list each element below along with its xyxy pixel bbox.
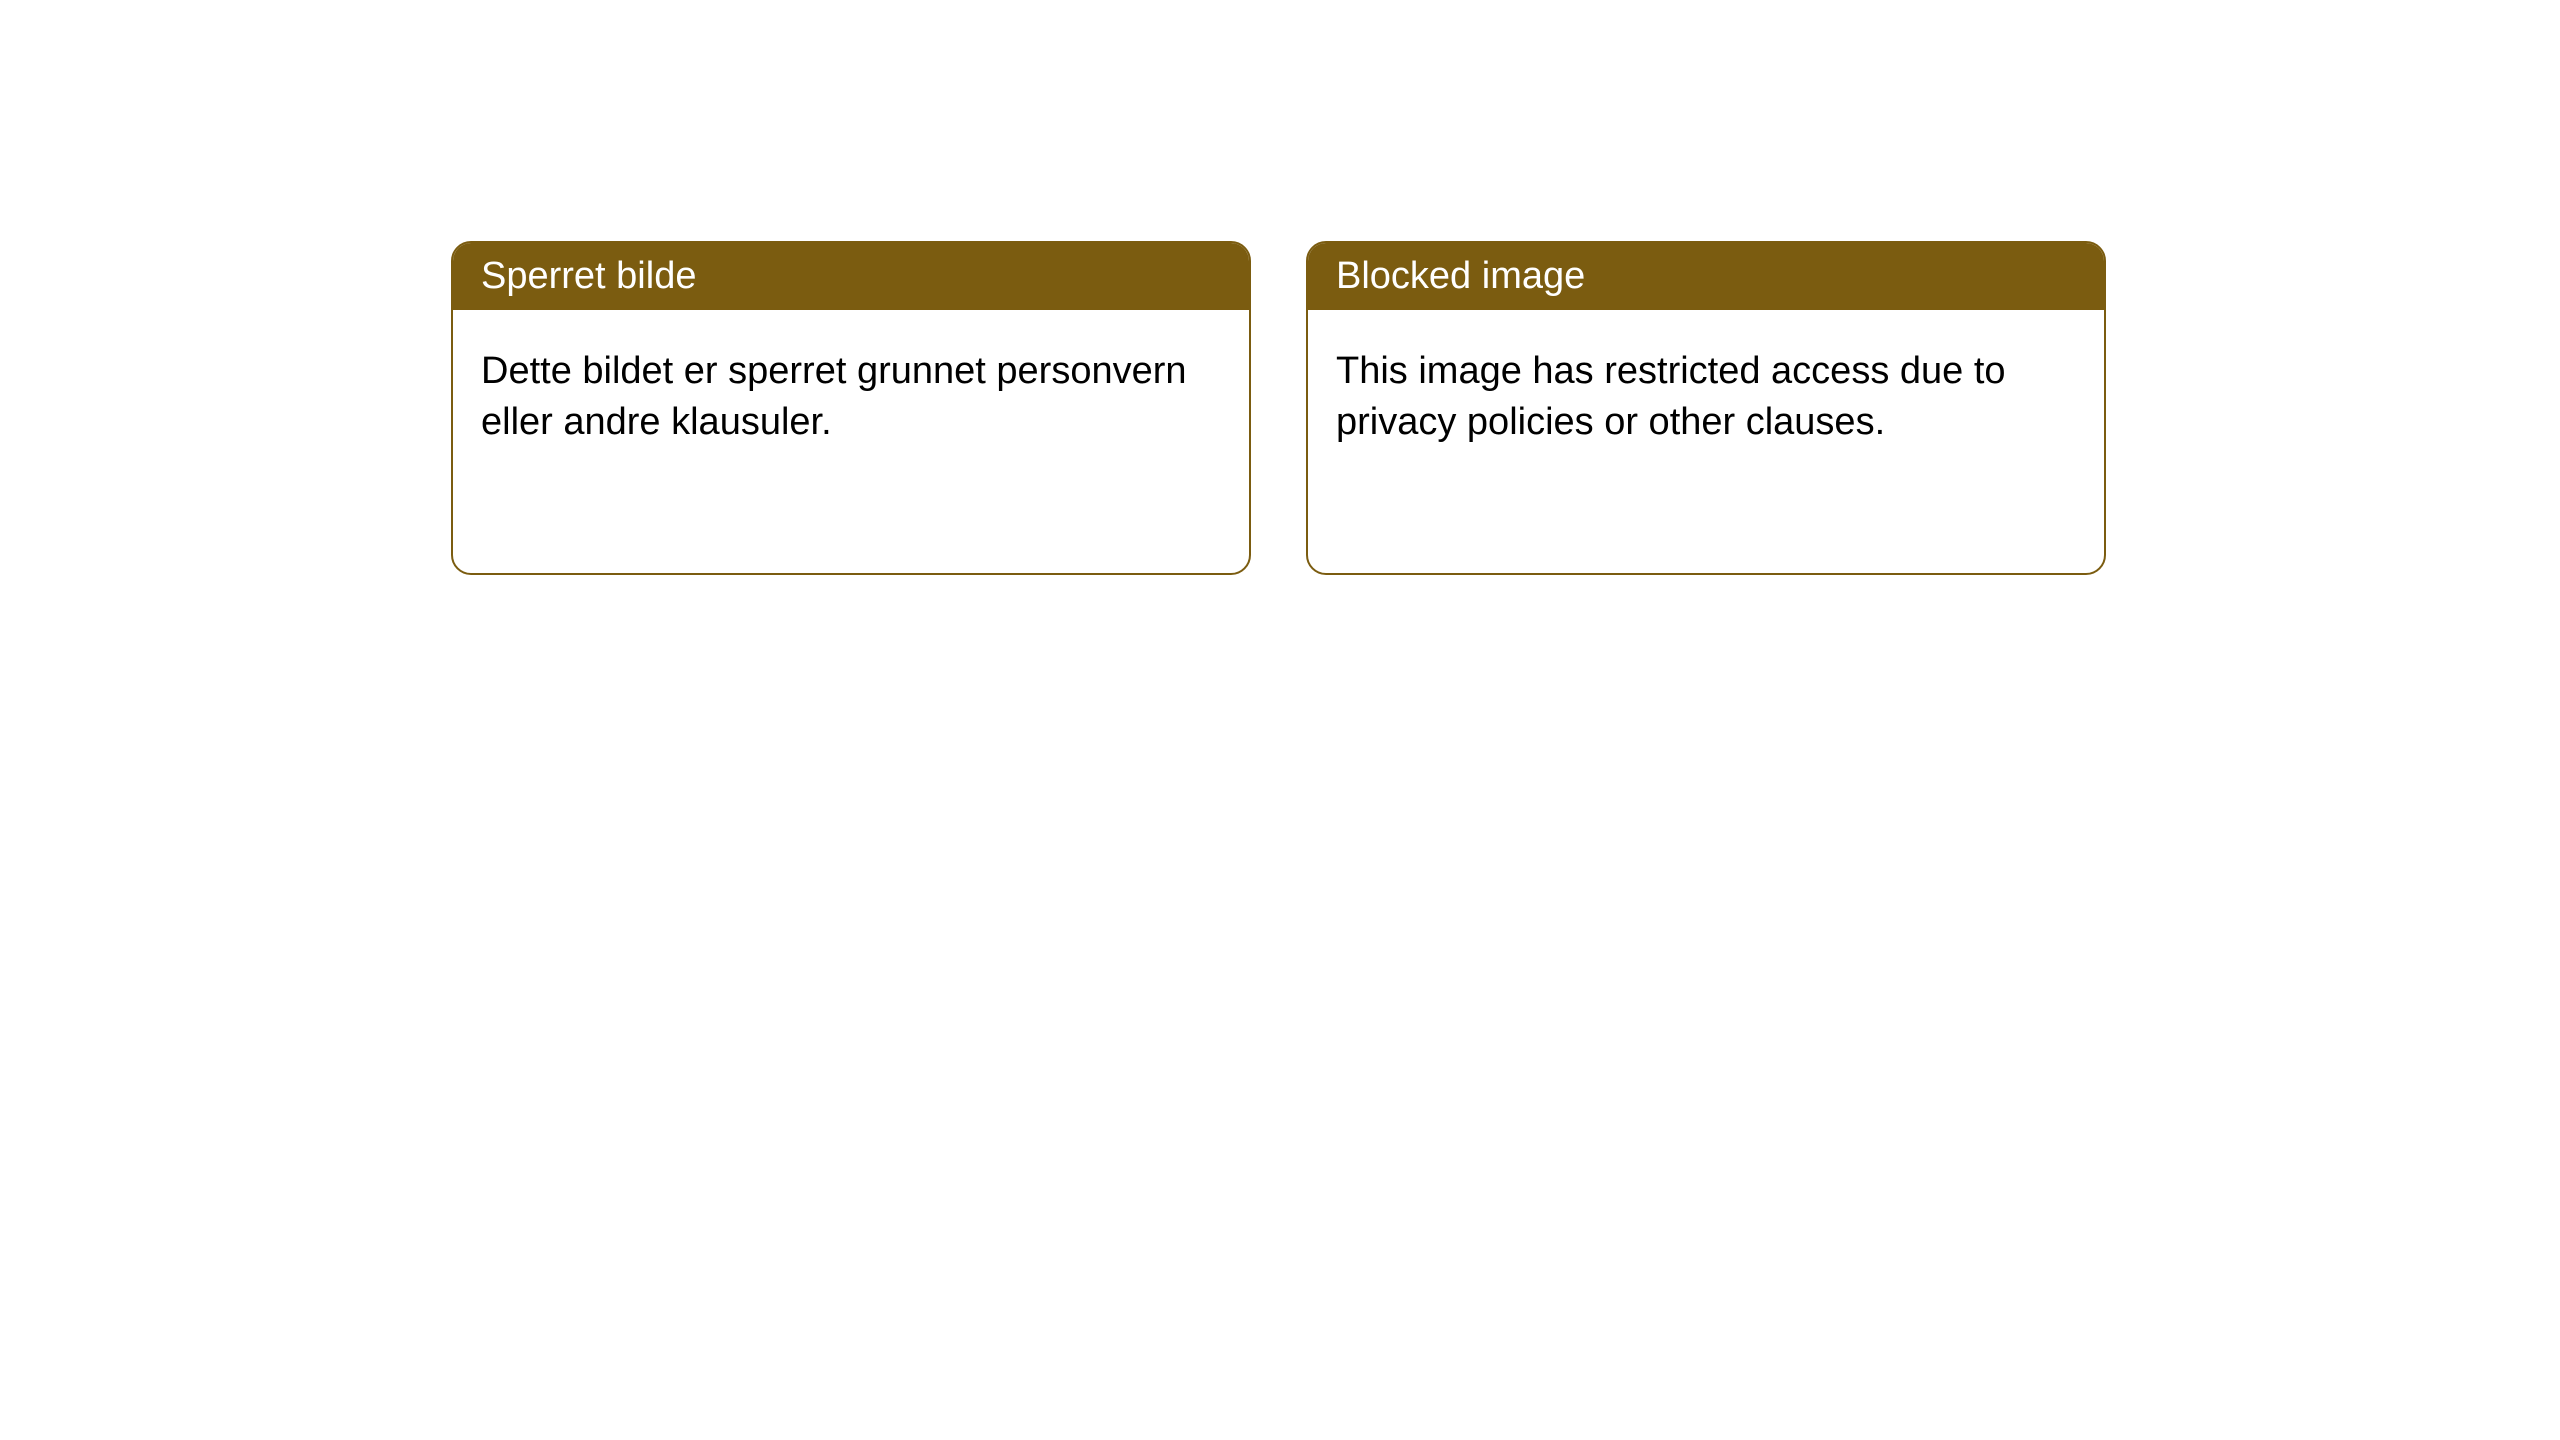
notice-header-english: Blocked image: [1308, 243, 2104, 310]
notice-header-norwegian: Sperret bilde: [453, 243, 1249, 310]
notice-card-english: Blocked image This image has restricted …: [1306, 241, 2106, 575]
notice-body-english: This image has restricted access due to …: [1308, 310, 2104, 485]
notice-body-norwegian: Dette bildet er sperret grunnet personve…: [453, 310, 1249, 485]
notice-card-norwegian: Sperret bilde Dette bildet er sperret gr…: [451, 241, 1251, 575]
notice-container: Sperret bilde Dette bildet er sperret gr…: [451, 241, 2106, 575]
